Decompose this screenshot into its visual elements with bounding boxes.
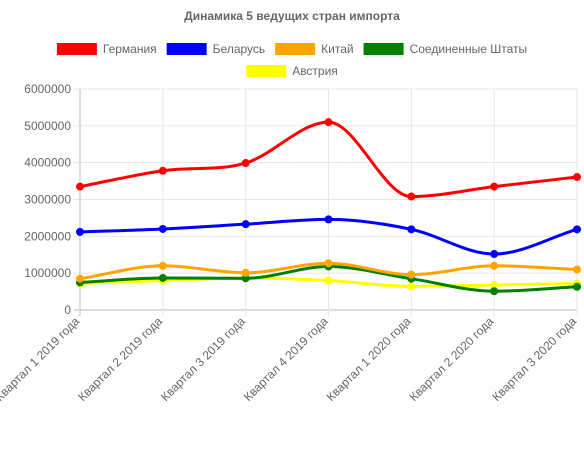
legend-swatch <box>56 43 97 55</box>
series-1 <box>76 215 581 259</box>
axes: 0 1000000 2000000 3000000 4000000 5000000 6000… <box>0 82 579 404</box>
data-point[interactable] <box>76 182 84 191</box>
data-point[interactable] <box>407 192 416 201</box>
legend-swatch <box>166 43 207 55</box>
legend-label: Беларусь <box>213 42 265 56</box>
legend-item[interactable]: Соединенные Штаты <box>363 42 528 56</box>
y-tick-label: 3000000 <box>24 193 71 207</box>
data-point[interactable] <box>324 118 333 127</box>
data-point[interactable] <box>573 265 581 274</box>
y-tick-label: 1000000 <box>24 266 71 280</box>
data-point[interactable] <box>76 227 84 236</box>
legend-item[interactable]: Австрия <box>246 64 338 78</box>
series-2 <box>76 259 581 283</box>
legend-item[interactable]: Германия <box>56 42 157 56</box>
y-tick-label: 6000000 <box>24 82 71 96</box>
data-point[interactable] <box>76 274 84 283</box>
data-point[interactable] <box>407 225 416 234</box>
data-point[interactable] <box>573 225 581 234</box>
y-tick-label: 5000000 <box>24 119 71 133</box>
data-point[interactable] <box>573 282 581 291</box>
x-tick-label: Квартал 3 2019 года <box>158 314 248 404</box>
legend-item[interactable]: Беларусь <box>166 42 265 56</box>
data-point[interactable] <box>158 261 167 270</box>
legend-label: Китай <box>321 42 353 56</box>
legend-label: Соединенные Штаты <box>410 42 528 56</box>
legend-swatch <box>363 43 404 55</box>
data-point[interactable] <box>158 166 167 175</box>
data-point[interactable] <box>324 259 333 268</box>
series-lines <box>76 118 581 296</box>
series-0 <box>76 118 581 201</box>
legend-item[interactable]: Китай <box>275 42 354 56</box>
x-tick-label: Квартал 4 2019 года <box>241 314 331 404</box>
data-point[interactable] <box>324 215 333 224</box>
data-point[interactable] <box>158 273 167 282</box>
data-point[interactable] <box>241 268 250 277</box>
legend-label: Австрия <box>292 64 338 78</box>
data-point[interactable] <box>407 270 416 279</box>
data-point[interactable] <box>241 220 250 229</box>
data-point[interactable] <box>573 173 581 182</box>
y-tick-label: 2000000 <box>24 229 71 243</box>
chart-title: Динамика 5 ведущих стран импорта <box>184 9 400 23</box>
data-point[interactable] <box>490 182 499 191</box>
legend[interactable]: Германия Беларусь Китай Соединенные Штаты Ав… <box>56 42 528 78</box>
data-point[interactable] <box>241 159 250 168</box>
x-tick-label: Квартал 2 2019 года <box>75 314 165 404</box>
x-tick-label: Квартал 1 2019 года <box>0 314 82 404</box>
x-tick-label: Квартал 3 2020 года <box>489 314 579 404</box>
legend-label: Германия <box>103 42 157 56</box>
legend-swatch <box>246 65 287 77</box>
x-tick-label: Квартал 2 2020 года <box>407 314 497 404</box>
data-point[interactable] <box>490 261 499 270</box>
data-point[interactable] <box>490 250 499 259</box>
legend-swatch <box>275 43 316 55</box>
y-tick-label: 4000000 <box>24 156 71 170</box>
x-tick-label: Квартал 1 2020 года <box>324 314 414 404</box>
data-point[interactable] <box>407 282 416 291</box>
y-tick-label: 0 <box>64 303 71 317</box>
data-point[interactable] <box>324 276 333 285</box>
data-point[interactable] <box>490 287 499 296</box>
data-point[interactable] <box>158 224 167 233</box>
